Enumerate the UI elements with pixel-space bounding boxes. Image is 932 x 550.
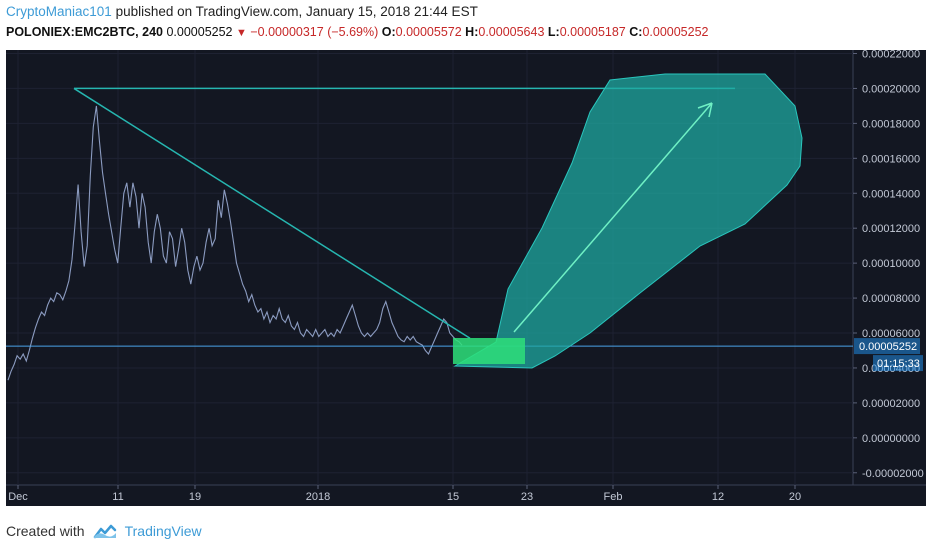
down-triangle-icon: ▼ bbox=[236, 27, 247, 39]
x-tick-label: 23 bbox=[521, 491, 533, 503]
price-chart[interactable]: 0.00022000 0.00020000 0.00018000 0.00016000… bbox=[0, 48, 932, 510]
projection-cloud bbox=[453, 73, 803, 369]
close-label: C: bbox=[629, 25, 643, 39]
y-tick-label: 0.00012000 bbox=[862, 223, 920, 235]
footer: Created with TradingView bbox=[6, 519, 202, 543]
price-series-line bbox=[7, 105, 463, 381]
x-tick-label: Dec bbox=[8, 491, 28, 503]
x-tick-label: 20 bbox=[789, 491, 801, 503]
publish-info: CryptoManiac101 published on TradingView… bbox=[6, 4, 478, 24]
y-tick-label: 0.00016000 bbox=[862, 153, 920, 165]
y-tick-label: 0.00014000 bbox=[862, 188, 920, 200]
last-price: 0.00005252 bbox=[166, 25, 233, 39]
x-tick-label: 12 bbox=[712, 491, 724, 503]
symbol-label[interactable]: POLONIEX:EMC2BTC, 240 bbox=[6, 25, 163, 39]
y-tick-label: 0.00008000 bbox=[862, 293, 920, 305]
created-with-text: Created with bbox=[6, 523, 85, 539]
y-tick-label: 0.00010000 bbox=[862, 258, 920, 270]
price-label-text: 0.00005252 bbox=[859, 341, 917, 353]
time-scale bbox=[6, 485, 926, 506]
countdown-text: 01:15:33 bbox=[877, 358, 920, 370]
x-tick-label: Feb bbox=[604, 491, 623, 503]
open-value: 0.00005572 bbox=[395, 25, 462, 39]
projection-arrow-line bbox=[513, 102, 713, 333]
high-label: H: bbox=[465, 25, 479, 39]
close-value: 0.00005252 bbox=[642, 25, 709, 39]
price-label-box bbox=[854, 338, 920, 355]
x-tick-label: 15 bbox=[447, 491, 459, 503]
y-tick-label: 0.00020000 bbox=[862, 83, 920, 95]
price-scale bbox=[853, 50, 926, 485]
low-label: L: bbox=[547, 25, 560, 39]
price-change: −0.00000317 (−5.69%) bbox=[250, 25, 379, 39]
y-tick-label: 0.00002000 bbox=[862, 398, 920, 410]
ticker-bar: POLONIEX:EMC2BTC, 240 0.00005252 ▼ −0.00… bbox=[6, 25, 709, 43]
countdown-box bbox=[873, 355, 923, 372]
published-text: published on TradingView.com, January 15… bbox=[115, 4, 478, 19]
author-link[interactable]: CryptoManiac101 bbox=[6, 4, 112, 19]
low-value: 0.00005187 bbox=[559, 25, 626, 39]
x-tick-label: 11 bbox=[112, 491, 123, 503]
accumulation-box bbox=[453, 338, 525, 364]
y-tick-label: 0.00006000 bbox=[862, 328, 920, 340]
x-tick-label: 19 bbox=[189, 491, 201, 503]
tradingview-brand[interactable]: TradingView bbox=[124, 523, 202, 539]
y-tick-label: 0.00018000 bbox=[862, 118, 920, 130]
high-value: 0.00005643 bbox=[478, 25, 545, 39]
y-tick-label: 0.00022000 bbox=[862, 48, 920, 60]
y-tick-label: 0.00000000 bbox=[862, 433, 920, 445]
y-tick-label: -0.00002000 bbox=[862, 468, 924, 480]
arrow-head-icon bbox=[697, 102, 713, 118]
x-tick-label: 2018 bbox=[306, 491, 330, 503]
open-label: O: bbox=[381, 25, 396, 39]
descending-trend-line bbox=[73, 87, 471, 339]
tradingview-logo-icon[interactable] bbox=[93, 523, 117, 539]
